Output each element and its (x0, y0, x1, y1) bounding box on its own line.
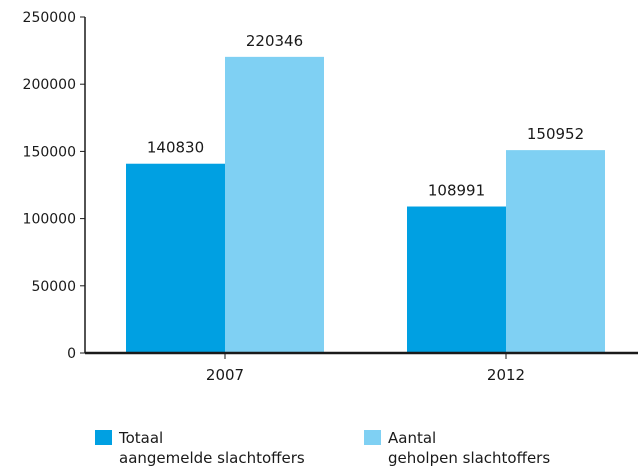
bar (407, 206, 506, 353)
legend-label: Totaal aangemelde slachtoffers (119, 429, 305, 467)
bar (225, 56, 324, 353)
x-tick-label: 2007 (206, 366, 244, 384)
data-label: 140830 (147, 139, 204, 157)
y-tick-label: 250000 (23, 10, 76, 26)
y-tick-label: 150000 (23, 144, 76, 160)
legend-swatch (95, 430, 112, 445)
legend-label: Aantal geholpen slachtoffers (388, 429, 551, 467)
bar (126, 163, 225, 353)
legend-swatch (364, 430, 381, 445)
data-label: 108991 (428, 182, 485, 200)
y-tick-label: 200000 (23, 77, 76, 93)
y-tick-label: 0 (67, 346, 76, 362)
data-label: 220346 (246, 32, 303, 50)
data-label: 150952 (527, 125, 584, 143)
y-tick-label: 100000 (23, 212, 76, 228)
bar (506, 150, 605, 353)
x-tick-label: 2012 (487, 366, 525, 384)
y-tick-label: 50000 (31, 279, 76, 295)
